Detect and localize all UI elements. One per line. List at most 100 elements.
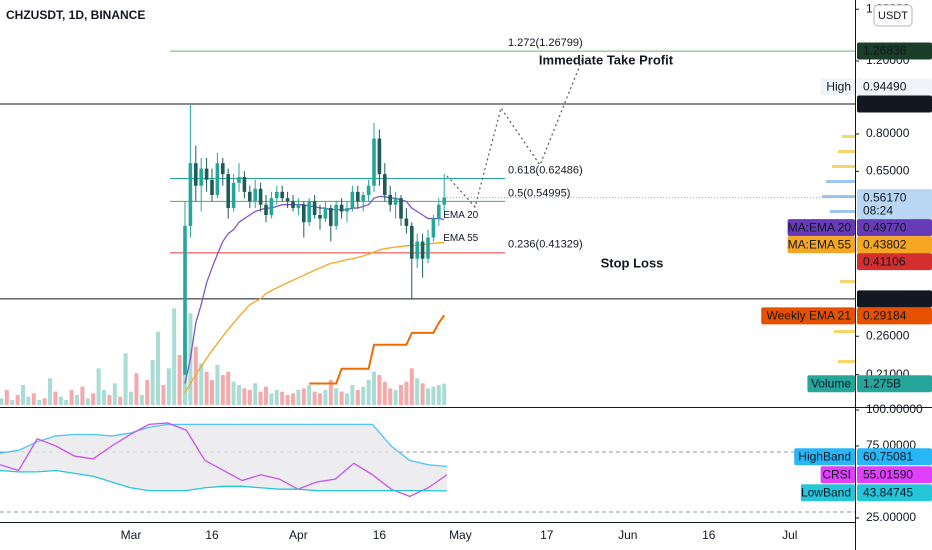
volume-bar (361, 386, 366, 405)
volume-bar (307, 385, 312, 405)
x-tick-label: 16 (373, 528, 387, 542)
tag-name-box (761, 307, 855, 325)
price-tag (857, 290, 932, 308)
price-tag (857, 95, 932, 113)
tag-name-box (820, 78, 855, 96)
candle-body (377, 138, 382, 175)
volume-bar (166, 368, 171, 405)
volume-bar (318, 393, 322, 405)
candle-body (231, 182, 236, 209)
volume-bar (355, 390, 360, 405)
candle-body (442, 197, 446, 205)
volume-bar (393, 390, 398, 405)
candle-body (366, 185, 371, 195)
y-tick-label: 0.26000 (866, 328, 910, 342)
volume-bar (42, 398, 47, 405)
volume-bar (172, 308, 177, 405)
volume-bar (436, 385, 441, 405)
volume-bar (442, 383, 447, 405)
x-tick-label: 17 (540, 528, 554, 542)
profile-bar (842, 135, 855, 138)
projection-path (446, 59, 583, 209)
x-tick-label: Jun (618, 528, 637, 542)
candle-body (221, 163, 225, 175)
profile-bar (838, 360, 855, 363)
tag-name-box (807, 375, 855, 393)
volume-bar (312, 391, 317, 405)
volume-bar (258, 391, 263, 405)
profile-bar (840, 280, 855, 283)
volume-bar (150, 360, 155, 405)
volume-bar (296, 390, 301, 405)
volume-bar (328, 380, 333, 405)
volume-bar (96, 368, 101, 405)
osc-tag (857, 448, 932, 466)
volume-bar (404, 381, 409, 405)
price-tag (857, 236, 932, 254)
candle-body (339, 204, 344, 212)
volume-bar (210, 380, 214, 405)
volume-bar (156, 331, 160, 405)
countdown: 08:24 (863, 203, 893, 217)
volume-bar (247, 390, 252, 405)
tag-name-box (787, 219, 855, 237)
price-tag-label: 0.32013 (863, 291, 907, 305)
candle-body (210, 179, 214, 195)
osc-tick-label: 100.00000 (866, 402, 923, 416)
volume-bar (366, 380, 371, 405)
volume-bar (10, 400, 15, 405)
volume-bar (199, 363, 204, 405)
volume-bar (31, 393, 36, 405)
volume-bar (237, 385, 241, 405)
volume-bar (37, 400, 42, 405)
price-tag (857, 42, 932, 60)
volume-bar (269, 393, 274, 405)
candle-body (393, 198, 398, 205)
currency-button[interactable] (873, 4, 913, 27)
volume-bar (264, 386, 268, 405)
volume-bar (139, 395, 144, 405)
currency-label[interactable]: USDT (878, 10, 908, 22)
tag-name: MA:EMA 20 (788, 220, 852, 234)
volume-bar (134, 373, 139, 405)
osc-tick-label: 25.00000 (866, 510, 916, 524)
volume-bar (102, 390, 106, 405)
volume-bar (350, 385, 355, 405)
x-tick-label: 16 (205, 528, 219, 542)
tag-name: High (826, 80, 851, 94)
x-tick-label: Jul (782, 528, 797, 542)
candle-body (431, 218, 436, 238)
fib-label: 1.272(1.26799) (508, 37, 583, 49)
candle-body (307, 201, 311, 223)
volume-bar (107, 395, 112, 405)
candle-body (361, 194, 365, 202)
candle-body (269, 198, 274, 215)
volume-bar (161, 385, 166, 405)
volume-bar (48, 378, 52, 405)
candle-body (296, 204, 301, 209)
volume-bar (75, 395, 79, 405)
osc-name-box (800, 484, 855, 502)
osc-tag (857, 466, 932, 484)
volume-bar (291, 393, 295, 405)
volume-bar (177, 355, 182, 405)
volume-bar (220, 375, 225, 405)
candle-body (372, 138, 376, 186)
volume-bar (242, 388, 247, 405)
fib-label: 0.236(0.41329) (508, 239, 583, 251)
band-fill (0, 424, 447, 491)
volume-bar (253, 383, 258, 405)
price-tag-label: 0.41106 (863, 254, 906, 268)
price-tag-label: 1.26836 (863, 44, 907, 58)
volume-bar (129, 391, 133, 405)
volume-bar (415, 378, 420, 405)
price-tag (857, 307, 932, 325)
weekly-ema-line (309, 314, 446, 385)
candle-body (345, 208, 349, 212)
ema-label: EMA 55 (443, 233, 478, 244)
osc-tag (857, 484, 932, 502)
candle-body (183, 225, 187, 375)
y-tick-label: 0.80000 (866, 126, 910, 140)
price-tag-label: 0.49770 (863, 220, 907, 234)
price-tag-label: 0.94490 (863, 80, 907, 94)
